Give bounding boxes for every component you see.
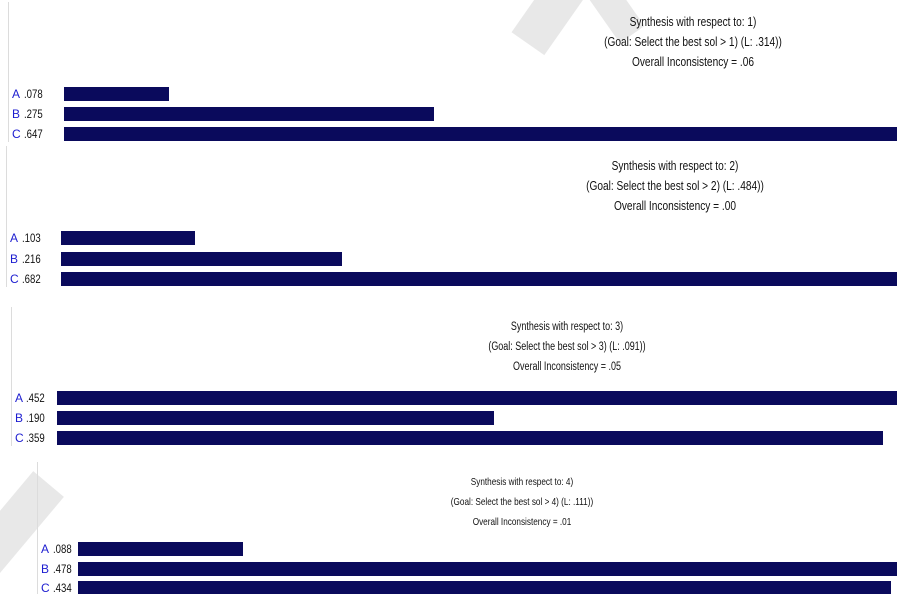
- chart-heading: Synthesis with respect to: 1) (Goal: Sele…: [498, 12, 888, 72]
- value-label: .275: [24, 107, 43, 121]
- bar-row-c: C .682: [0, 271, 897, 287]
- value-label: .452: [26, 391, 45, 405]
- bar: [57, 391, 897, 405]
- chart-inconsistency: Overall Inconsistency = .05: [513, 361, 621, 373]
- chart-heading: Synthesis with respect to: 3) (Goal: Sele…: [372, 317, 762, 377]
- value-label: .647: [24, 127, 43, 141]
- chart-title: Synthesis with respect to: 1): [629, 14, 757, 29]
- chart-title: Synthesis with respect to: 3): [510, 321, 624, 333]
- chart-subtitle: (Goal: Select the best sol > 2) (L: .484…: [586, 178, 764, 193]
- category-label: C: [41, 581, 50, 594]
- chart-inconsistency: Overall Inconsistency = .01: [472, 516, 572, 528]
- category-label: A: [12, 87, 21, 101]
- category-label: B: [12, 107, 21, 121]
- bar: [78, 581, 892, 594]
- panel-divider: [37, 462, 38, 594]
- panel-divider: [8, 2, 9, 142]
- bar: [78, 562, 897, 576]
- chart-heading: Synthesis with respect to: 4) (Goal: Sele…: [327, 472, 717, 532]
- bar-row-a: A .078: [0, 86, 897, 102]
- value-label: .078: [24, 87, 43, 101]
- category-label: C: [15, 431, 24, 445]
- bar-row-a: A .088: [0, 541, 897, 557]
- chart-inconsistency: Overall Inconsistency = .00: [613, 198, 737, 213]
- value-label: .190: [26, 411, 45, 425]
- chart-subtitle: (Goal: Select the best sol > 3) (L: .091…: [488, 341, 646, 353]
- value-label: .103: [22, 231, 41, 245]
- category-label: B: [10, 252, 19, 266]
- category-label: A: [15, 391, 24, 405]
- category-label: A: [41, 542, 50, 556]
- category-label: C: [10, 272, 19, 286]
- panel-divider: [6, 146, 7, 287]
- category-label: B: [41, 562, 50, 576]
- value-label: .682: [22, 272, 41, 286]
- bar: [64, 127, 897, 141]
- bar: [61, 231, 196, 245]
- bar: [57, 411, 495, 425]
- value-label: .359: [26, 431, 45, 445]
- bar-row-c: C .647: [0, 126, 897, 142]
- value-label: .478: [53, 562, 72, 576]
- category-label: A: [10, 231, 19, 245]
- value-label: .434: [53, 581, 72, 594]
- bar-row-b: B .275: [0, 106, 897, 122]
- chart-title: Synthesis with respect to: 2): [611, 158, 739, 173]
- bar-row-b: B .478: [0, 561, 897, 577]
- bar-row-b: B .216: [0, 251, 897, 267]
- value-label: .088: [53, 542, 72, 556]
- bar-row-c: C .359: [0, 430, 897, 446]
- panel-divider: [11, 307, 12, 446]
- category-label: C: [12, 127, 21, 141]
- value-label: .216: [22, 252, 41, 266]
- chart-subtitle: (Goal: Select the best sol > 4) (L: .111…: [450, 496, 594, 508]
- bar: [57, 431, 884, 445]
- chart-subtitle: (Goal: Select the best sol > 1) (L: .314…: [604, 34, 782, 49]
- bar: [64, 107, 435, 121]
- bar: [78, 542, 243, 556]
- chart-title: Synthesis with respect to: 4): [470, 476, 574, 488]
- chart-inconsistency: Overall Inconsistency = .06: [631, 54, 755, 69]
- bar-row-c: C .434: [0, 580, 897, 594]
- category-label: B: [15, 411, 24, 425]
- bar-row-a: A .103: [0, 230, 897, 246]
- bar: [64, 87, 170, 101]
- bar-row-b: B .190: [0, 410, 897, 426]
- bar-row-a: A .452: [0, 390, 897, 406]
- bar: [61, 252, 343, 266]
- chart-heading: Synthesis with respect to: 2) (Goal: Sele…: [480, 156, 870, 216]
- bar: [61, 272, 897, 286]
